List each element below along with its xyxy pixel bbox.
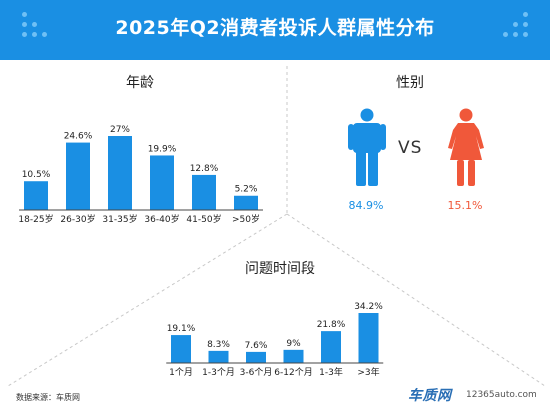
issue-value-label: 7.6% bbox=[245, 341, 268, 351]
banner-decor-dot bbox=[523, 32, 528, 37]
banner-decor-dot bbox=[22, 12, 27, 17]
male-icon bbox=[348, 108, 386, 186]
issue-value-label: 8.3% bbox=[207, 340, 230, 350]
issue-bar bbox=[208, 350, 229, 363]
logo-url: 12365auto.com bbox=[466, 390, 537, 400]
issue-section-title: 问题时间段 bbox=[245, 261, 315, 277]
issue-category-label: 1个月 bbox=[169, 367, 193, 378]
age-value-label: 24.6% bbox=[64, 132, 93, 142]
age-bar bbox=[150, 155, 174, 210]
female-icon bbox=[448, 108, 484, 186]
banner-decor-dot bbox=[513, 22, 518, 27]
male-percentage: 84.9% bbox=[348, 199, 384, 212]
female-percentage: 15.1% bbox=[447, 199, 483, 212]
site-logo: 车质网 12365auto.com bbox=[408, 385, 540, 407]
header-banner: 2025年Q2消费者投诉人群属性分布 bbox=[0, 0, 550, 60]
issue-chart: 19.1% 1个月 8.3% 1-3个月 7.6% 3-6个月 9% 6-12个月 21.8% 1… bbox=[166, 302, 384, 378]
issue-value-label: 9% bbox=[286, 339, 301, 349]
data-source-note: 数据来源：车质网 bbox=[16, 393, 80, 402]
age-section-title: 年龄 bbox=[126, 75, 154, 91]
age-category-label: 26-30岁 bbox=[60, 213, 95, 225]
banner-decor-dot bbox=[523, 22, 528, 27]
banner-decor-dot bbox=[513, 32, 518, 37]
issue-value-label: 19.1% bbox=[167, 324, 196, 334]
age-value-label: 19.9% bbox=[148, 144, 177, 154]
issue-category-label: 3-6个月 bbox=[240, 367, 273, 378]
age-category-label: >50岁 bbox=[232, 213, 260, 225]
age-category-label: 31-35岁 bbox=[102, 213, 137, 225]
vs-label: VS bbox=[398, 138, 423, 158]
issue-bar bbox=[283, 349, 304, 363]
issue-bar bbox=[171, 335, 191, 363]
issue-bar bbox=[358, 313, 379, 363]
banner-decor-dot bbox=[32, 32, 37, 37]
issue-bar bbox=[321, 331, 341, 363]
issue-value-label: 34.2% bbox=[354, 302, 383, 312]
issue-category-label: >3年 bbox=[357, 366, 379, 378]
age-category-label: 18-25岁 bbox=[18, 213, 53, 225]
issue-category-label: 6-12个月 bbox=[274, 367, 312, 378]
banner-decor-dot bbox=[42, 32, 47, 37]
age-bar bbox=[108, 136, 132, 210]
age-chart: 10.5% 18-25岁 24.6% 26-30岁 27% 31-35岁 19.9% 36-4… bbox=[18, 125, 263, 225]
age-category-label: 36-40岁 bbox=[144, 213, 179, 225]
age-value-label: 12.8% bbox=[190, 164, 219, 174]
banner-decor-dot bbox=[22, 22, 27, 27]
issue-category-label: 1-3个月 bbox=[202, 367, 235, 378]
issue-value-label: 21.8% bbox=[317, 320, 346, 330]
banner-decor-dot bbox=[32, 22, 37, 27]
age-value-label: 10.5% bbox=[22, 170, 51, 180]
logo-wordmark: 车质网 bbox=[408, 388, 452, 404]
issue-bar bbox=[246, 351, 266, 363]
age-bar bbox=[234, 195, 258, 210]
banner-decor-dot bbox=[523, 12, 528, 17]
age-value-label: 27% bbox=[110, 125, 130, 135]
issue-category-label: 1-3年 bbox=[319, 366, 343, 378]
age-bar bbox=[192, 174, 216, 210]
banner-decor-dot bbox=[503, 32, 508, 37]
gender-section-title: 性别 bbox=[396, 75, 424, 91]
age-bar bbox=[66, 142, 90, 210]
age-category-label: 41-50岁 bbox=[186, 213, 221, 225]
page-title: 2025年Q2消费者投诉人群属性分布 bbox=[115, 17, 435, 39]
banner-decor-dot bbox=[22, 32, 27, 37]
age-value-label: 5.2% bbox=[235, 185, 258, 195]
age-bar bbox=[24, 181, 48, 210]
